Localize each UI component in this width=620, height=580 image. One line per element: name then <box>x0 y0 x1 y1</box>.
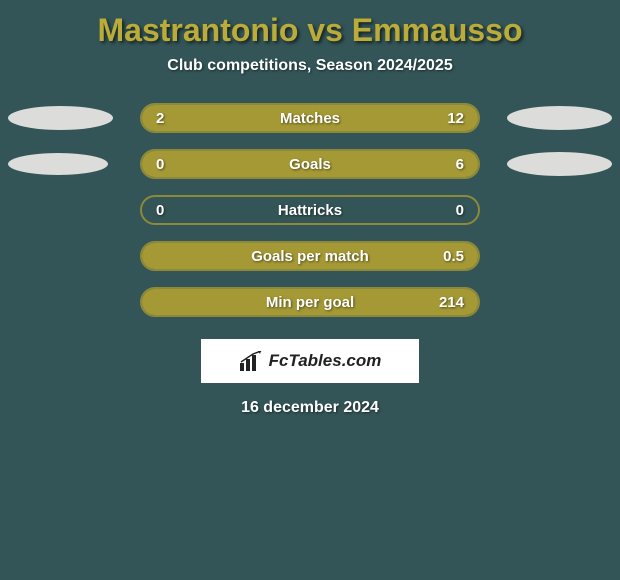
date: 16 december 2024 <box>0 399 620 417</box>
page-title: Mastrantonio vs Emmausso <box>0 0 620 57</box>
stat-label: Hattricks <box>278 202 342 219</box>
stat-value-left: 0 <box>156 156 164 173</box>
bar-fill-left <box>142 105 189 131</box>
stat-label: Goals per match <box>251 248 369 265</box>
stat-row: 2 Matches 12 <box>0 95 620 141</box>
stat-row: 0 Hattricks 0 <box>0 187 620 233</box>
player-right-ellipse <box>507 152 612 176</box>
stat-value-right: 6 <box>456 156 464 173</box>
stat-row: Min per goal 214 <box>0 279 620 325</box>
stat-rows: 2 Matches 12 0 Goals 6 0 Hattricks 0 Goals per ma… <box>0 95 620 325</box>
stat-label: Matches <box>280 110 340 127</box>
stat-bar: 2 Matches 12 <box>140 103 480 133</box>
logo-box: FcTables.com <box>201 339 419 383</box>
stat-row: Goals per match 0.5 <box>0 233 620 279</box>
player-left-ellipse <box>8 153 108 175</box>
player-left-ellipse <box>8 106 113 130</box>
stat-bar: Goals per match 0.5 <box>140 241 480 271</box>
stat-row: 0 Goals 6 <box>0 141 620 187</box>
logo-text: FcTables.com <box>269 351 382 371</box>
stat-value-right: 0.5 <box>443 248 464 265</box>
comparison-infographic: Mastrantonio vs Emmausso Club competitio… <box>0 0 620 580</box>
stat-bar: 0 Hattricks 0 <box>140 195 480 225</box>
stat-value-right: 12 <box>447 110 464 127</box>
stat-value-left: 2 <box>156 110 164 127</box>
stat-value-left: 0 <box>156 202 164 219</box>
stat-label: Goals <box>289 156 331 173</box>
stat-value-right: 0 <box>456 202 464 219</box>
chart-icon <box>239 351 263 371</box>
stat-bar: Min per goal 214 <box>140 287 480 317</box>
stat-value-right: 214 <box>439 294 464 311</box>
stat-bar: 0 Goals 6 <box>140 149 480 179</box>
stat-label: Min per goal <box>266 294 354 311</box>
subtitle: Club competitions, Season 2024/2025 <box>0 57 620 95</box>
player-right-ellipse <box>507 106 612 130</box>
